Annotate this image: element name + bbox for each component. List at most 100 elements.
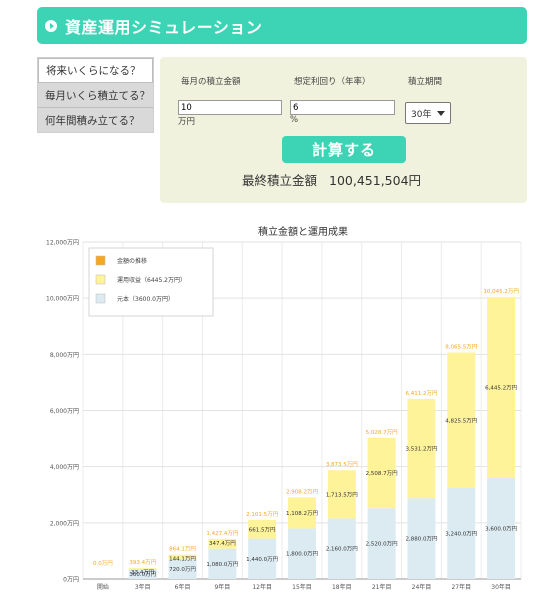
bar-principal [407, 498, 436, 579]
total-value-label: 3,873.5万円 [326, 461, 358, 468]
rate-unit: % [290, 115, 299, 125]
principal-value-label: 3,240.0万円 [445, 531, 477, 538]
x-tick-label: 15年目 [292, 583, 312, 591]
legend-label: 金額の推移 [117, 257, 147, 265]
circle-arrow-icon [45, 19, 57, 32]
bar-principal [208, 548, 237, 579]
bar-principal [168, 558, 197, 579]
principal-value-label: 2,880.0万円 [405, 536, 437, 543]
bar-gain [407, 398, 436, 499]
legend-swatch [95, 293, 106, 304]
rate-label: 想定利回り（年率） [294, 77, 371, 87]
legend-label: 運用収益（6445.2万円） [117, 276, 186, 284]
bar-gain [208, 538, 237, 549]
principal-value-label: 1,440.0万円 [246, 556, 278, 563]
period-select[interactable]: 30年 [405, 102, 451, 124]
bar-principal [128, 568, 157, 579]
bar-gain [447, 352, 476, 489]
tab-future-value[interactable]: 将来いくらになる？ [38, 58, 153, 83]
x-tick-label: 9年目 [214, 583, 230, 591]
chart-container: 積立金額と運用成果 0万円 2,000万円 4,000万円 6,000万円 8,000万円… [0, 222, 536, 605]
result-value: 100,451,504円 [329, 173, 422, 188]
bar-principal [447, 488, 476, 579]
legend-swatch [95, 274, 106, 285]
total-value-label: 8,065.5万円 [445, 343, 477, 350]
rate-input[interactable] [290, 100, 395, 115]
gain-value-label: 4,825.5万円 [445, 417, 477, 424]
y-tick-label: 12,000万円 [46, 240, 79, 247]
bar-gain [168, 554, 197, 559]
chevron-down-icon [437, 111, 445, 116]
monthly-amount-label: 毎月の積立金額 [181, 77, 241, 87]
x-tick-label: 6年目 [175, 583, 191, 591]
principal-value-label: 3,600.0万円 [485, 525, 517, 532]
x-tick-label: 27年目 [451, 583, 471, 591]
x-tick-label: 12年目 [252, 583, 272, 591]
period-label: 積立期間 [408, 77, 443, 87]
result-line: 最終積立金額 100,451,504円 [242, 170, 421, 189]
total-value-label: 10,045.2万円 [483, 288, 519, 295]
total-value-label: 2,101.5万円 [246, 511, 278, 518]
total-value-label: 2,908.2万円 [286, 488, 318, 495]
bar-gain [248, 519, 277, 539]
gain-value-label: 347.4万円 [209, 540, 236, 547]
y-tick-label: 2,000万円 [50, 520, 79, 527]
bar-gain [128, 567, 157, 569]
bar-principal [288, 528, 316, 579]
principal-value-label: 1,800.0万円 [286, 551, 318, 558]
x-tick-label: 3年目 [135, 583, 151, 591]
y-tick-label: 0万円 [63, 577, 79, 584]
gain-value-label: 1,108.2万円 [286, 510, 318, 517]
principal-value-label: 2,160.0万円 [326, 546, 358, 553]
gain-value-label: 2,508.7万円 [366, 470, 398, 477]
x-tick-label: 18年目 [332, 583, 352, 591]
legend-swatch [95, 255, 106, 266]
bar-gain [288, 497, 316, 529]
simulation-form: 毎月の積立金額 万円 想定利回り（年率） % 積立期間 30年 計算する 最終積… [160, 57, 527, 203]
app-header: 資産運用シミュレーション [37, 7, 527, 44]
bar-gain [327, 470, 356, 519]
total-value-label: 1,427.4万円 [206, 530, 238, 537]
period-select-value: 30年 [411, 109, 432, 120]
principal-value-label: 1,080.0万円 [206, 561, 238, 568]
principal-value-label: 720.0万円 [169, 566, 196, 573]
result-label: 最終積立金額 [242, 173, 318, 188]
total-value-label: 5,028.7万円 [366, 429, 398, 436]
stacked-bar-chart: 積立金額と運用成果 0万円 2,000万円 4,000万円 6,000万円 8,000万円… [46, 225, 522, 591]
gain-value-label: 3,531.2万円 [405, 446, 437, 453]
principal-value-label: 2,520.0万円 [366, 541, 398, 548]
total-value-label: 6,411.2万円 [405, 390, 437, 397]
monthly-amount-input[interactable] [178, 100, 282, 115]
legend-label: 元本（3600.0万円） [117, 295, 174, 303]
legend-box [88, 247, 214, 317]
bar-principal [327, 518, 356, 579]
total-value-label: 0.0万円 [93, 560, 113, 567]
bar-gain [367, 437, 396, 509]
y-tick-label: 8,000万円 [50, 352, 79, 359]
bar-gain [487, 296, 516, 478]
principal-value-label: 360.0万円 [129, 571, 156, 578]
total-value-label: 393.4万円 [129, 559, 156, 566]
monthly-amount-unit: 万円 [178, 117, 196, 127]
y-tick-label: 10,000万円 [46, 296, 79, 303]
x-tick-label: 24年目 [412, 583, 432, 591]
page-title: 資産運用シミュレーション [65, 17, 263, 37]
gain-value-label: 33.4万円 [131, 569, 155, 576]
tab-period[interactable]: 何年間積み立てる？ [45, 115, 140, 127]
x-tick-label: 30年目 [491, 583, 511, 591]
chart-title: 積立金額と運用成果 [258, 225, 348, 238]
gain-value-label: 6,445.2万円 [485, 384, 517, 391]
mode-tabs: 将来いくらになる？ 毎月いくら積立てる？ 何年間積み立てる？ [37, 57, 154, 133]
y-tick-label: 4,000万円 [50, 464, 79, 471]
gain-value-label: 661.5万円 [249, 526, 276, 533]
calculate-button[interactable]: 計算する [282, 136, 406, 163]
tab-monthly-amount[interactable]: 毎月いくら積立てる？ [38, 83, 153, 108]
gain-value-label: 1,713.5万円 [326, 491, 358, 498]
bar-principal [367, 508, 396, 579]
x-tick-label: 21年目 [372, 583, 392, 591]
y-tick-label: 6,000万円 [50, 408, 79, 415]
bar-principal [487, 477, 516, 579]
total-value-label: 864.1万円 [169, 546, 196, 553]
gain-value-label: 144.1万円 [169, 556, 196, 563]
x-tick-label: 開始 [97, 583, 109, 591]
